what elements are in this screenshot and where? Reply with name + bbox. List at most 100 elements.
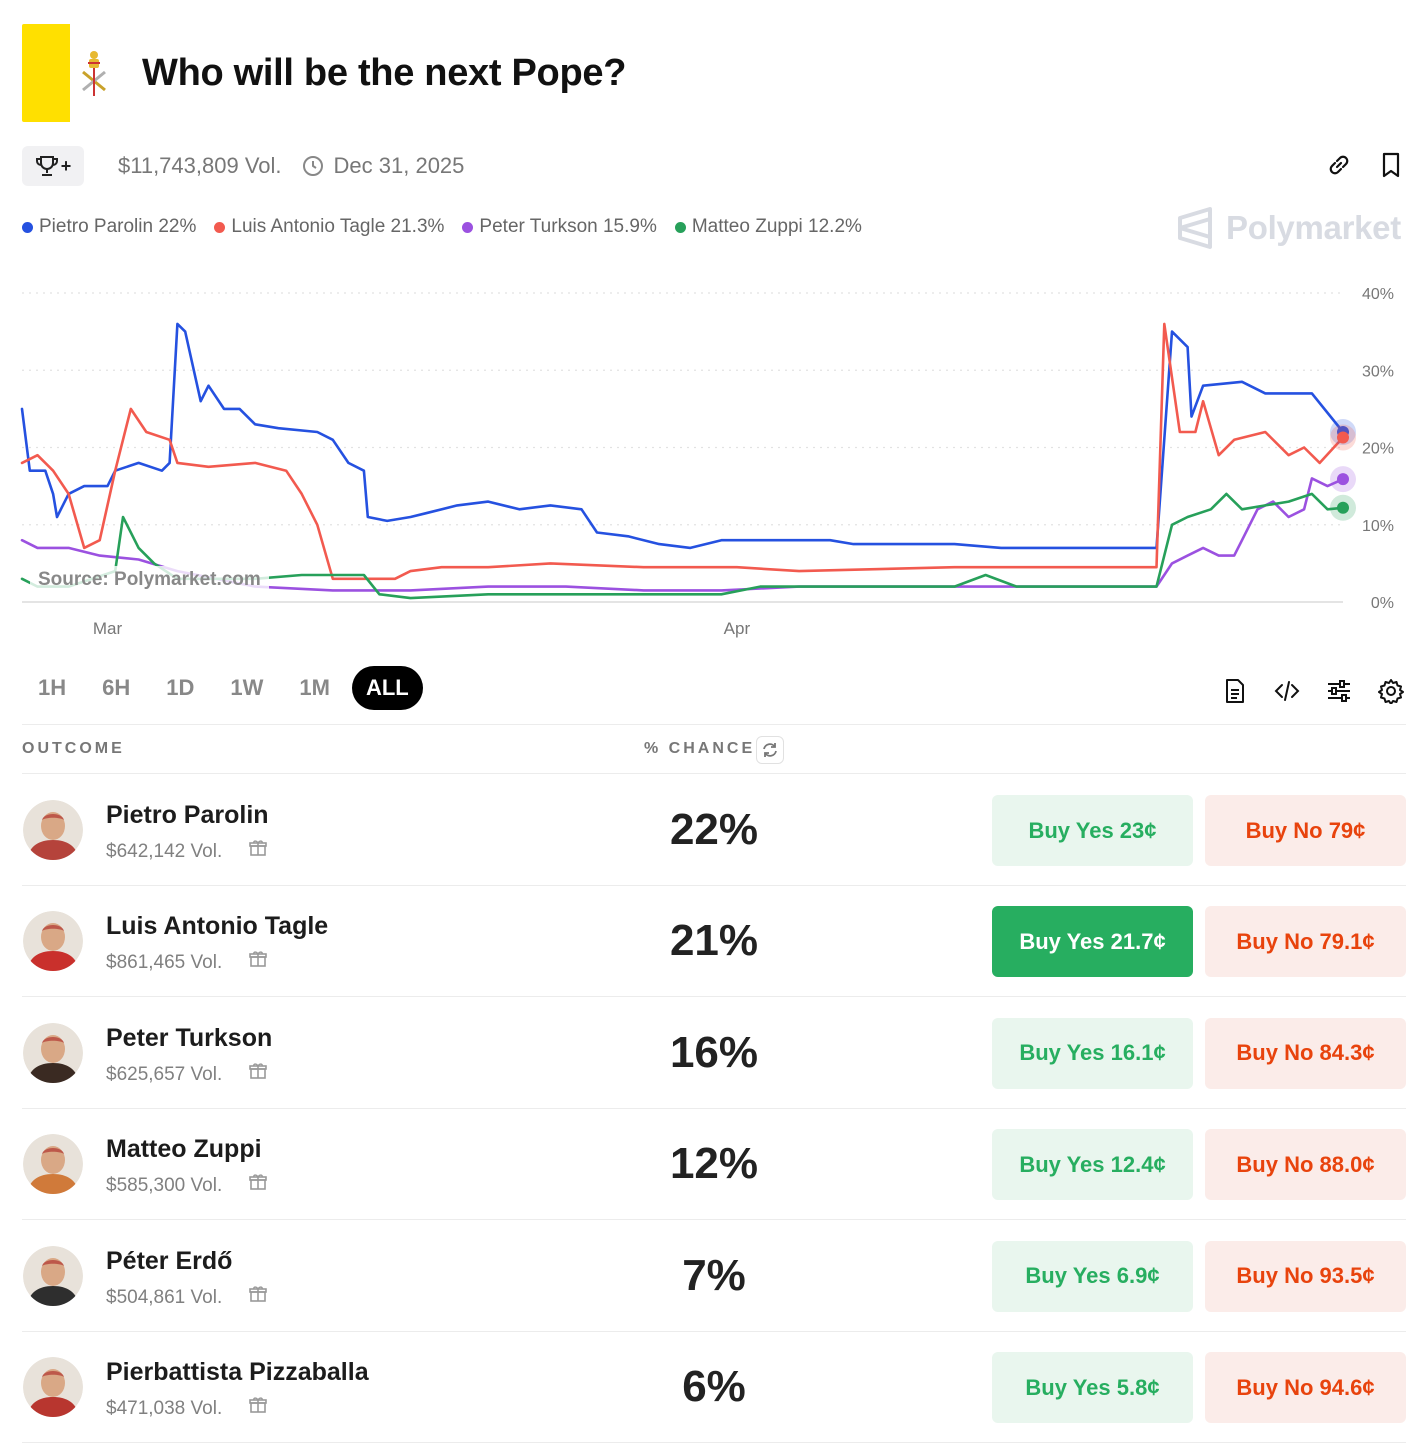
- rules-button[interactable]: [1220, 674, 1250, 708]
- outcome-volume: $471,038 Vol.: [106, 1398, 223, 1419]
- legend-dot: [214, 221, 226, 233]
- sliders-icon: [1328, 680, 1350, 702]
- time-range-6h[interactable]: 6H: [102, 675, 131, 700]
- outcome-row[interactable]: Matteo Zuppi $585,300 Vol. 12% Buy Yes 12.4…: [22, 1109, 1406, 1221]
- outcome-name[interactable]: Péter Erdő: [106, 1246, 233, 1275]
- avatar: [23, 1022, 83, 1083]
- settings-button[interactable]: [1376, 674, 1406, 708]
- outcome-name[interactable]: Pierbattista Pizzaballa: [106, 1358, 369, 1386]
- outcome-chance: 12%: [669, 1139, 759, 1189]
- buy-yes-button[interactable]: Buy Yes 5.8¢: [992, 1352, 1193, 1423]
- buy-no-button[interactable]: Buy No 88.0¢: [1205, 1129, 1406, 1201]
- y-tick-label: 30%: [1362, 363, 1394, 380]
- buy-yes-button[interactable]: Buy Yes 23¢: [992, 795, 1193, 866]
- y-tick-label: 0%: [1371, 595, 1394, 612]
- outcome-chance: 21%: [669, 916, 759, 966]
- avatar: [23, 800, 83, 860]
- legend-dot: [22, 221, 33, 233]
- outcome-name[interactable]: Matteo Zuppi: [106, 1135, 262, 1164]
- outcome-name[interactable]: Luis Antonio Tagle: [106, 912, 329, 941]
- link-icon: [1329, 155, 1349, 175]
- clock-icon: [302, 155, 324, 177]
- chance-column-header: % CHANCE: [644, 740, 756, 757]
- gear-icon: [1378, 679, 1404, 704]
- x-tick-label: Apr: [724, 619, 751, 638]
- buy-no-button[interactable]: Buy No 94.6¢: [1205, 1352, 1406, 1423]
- chart-tools: [1220, 674, 1406, 708]
- buy-no-button[interactable]: Buy No 84.3¢: [1205, 1017, 1406, 1089]
- outcome-column-header: OUTCOME: [22, 740, 125, 757]
- time-range-1w[interactable]: 1W: [230, 675, 264, 700]
- buy-yes-button[interactable]: Buy Yes 6.9¢: [992, 1240, 1193, 1312]
- outcome-volume: $625,657 Vol.: [106, 1063, 223, 1085]
- outcome-chance: 22%: [669, 805, 759, 854]
- outcome-row[interactable]: Péter Erdő $504,861 Vol. 7% Buy Yes 6.9¢ Buy…: [22, 1221, 1406, 1332]
- avatar: [23, 1245, 83, 1306]
- gift-icon[interactable]: [248, 1061, 268, 1086]
- x-tick-label: Mar: [93, 619, 123, 638]
- legend-label: Matteo Zuppi 12.2%: [691, 216, 862, 237]
- buy-no-button[interactable]: Buy No 79.1¢: [1205, 906, 1406, 978]
- y-tick-label: 40%: [1362, 286, 1394, 303]
- avatar: [23, 1357, 83, 1417]
- code-icon: [1274, 681, 1300, 701]
- outcome-volume: $642,142 Vol.: [106, 841, 223, 862]
- vatican-flag-image: [22, 24, 118, 122]
- series-line: [20, 492, 1345, 600]
- outcome-name[interactable]: Pietro Parolin: [106, 801, 269, 829]
- outcome-chance: 7%: [682, 1250, 746, 1300]
- outcome-chance: 16%: [669, 1027, 759, 1077]
- bookmark-icon: [1382, 152, 1400, 178]
- copy-link-button[interactable]: [1324, 148, 1354, 182]
- series-endpoint: [1337, 501, 1349, 514]
- series-line: [20, 322, 1345, 550]
- legend-item-tagle: Luis Antonio Tagle 21.3%: [214, 216, 444, 238]
- polymarket-logo-icon: [1178, 207, 1212, 249]
- y-tick-label: 10%: [1362, 518, 1394, 535]
- chart-filters-button[interactable]: [1324, 674, 1354, 708]
- buy-no-button[interactable]: Buy No 79¢: [1205, 795, 1406, 866]
- gift-icon[interactable]: [248, 1172, 268, 1197]
- buy-yes-button[interactable]: Buy Yes 21.7¢: [992, 906, 1193, 978]
- refresh-button[interactable]: [756, 736, 784, 764]
- time-range-1d[interactable]: 1D: [166, 675, 195, 700]
- outcome-chance: 6%: [682, 1362, 746, 1411]
- legend-item-turkson: Peter Turkson 15.9%: [462, 216, 657, 238]
- outcome-volume: $504,861 Vol.: [106, 1286, 223, 1308]
- watermark-text: Polymarket: [1226, 209, 1401, 246]
- outcome-row[interactable]: Peter Turkson $625,657 Vol. 16% Buy Yes 16.…: [22, 998, 1406, 1109]
- refresh-icon: [763, 743, 777, 757]
- gift-icon[interactable]: [248, 1395, 268, 1420]
- market-title: Who will be the next Pope?: [142, 51, 627, 94]
- time-range-1m[interactable]: 1M: [299, 675, 330, 700]
- papal-keys-icon: [82, 51, 106, 96]
- series-endpoint: [1337, 473, 1349, 486]
- series-line: [20, 322, 1345, 581]
- embed-button[interactable]: [1272, 674, 1302, 708]
- legend-item-zuppi: Matteo Zuppi 12.2%: [674, 216, 862, 238]
- outcome-row[interactable]: Pietro Parolin $642,142 Vol. 22% Buy Yes 23…: [22, 775, 1406, 886]
- outcome-row[interactable]: Pierbattista Pizzaballa $471,038 Vol. 6% Bu…: [22, 1332, 1406, 1443]
- time-range-selector: 1H 6H 1D 1W 1M ALL: [24, 666, 423, 710]
- outcome-name[interactable]: Peter Turkson: [106, 1023, 273, 1052]
- market-meta: + $11,743,809 Vol. Dec 31, 2025: [22, 146, 464, 186]
- bookmark-button[interactable]: [1376, 148, 1406, 182]
- legend-dot: [462, 221, 474, 233]
- add-to-leaderboard-button[interactable]: +: [22, 146, 84, 186]
- gift-icon[interactable]: [248, 838, 268, 863]
- outcome-row[interactable]: Luis Antonio Tagle $861,465 Vol. 21% Buy Ye…: [22, 886, 1406, 998]
- avatar: [23, 1134, 83, 1195]
- price-history-chart[interactable]: 0% 10% 20% 30% 40% Mar Apr: [0, 270, 1426, 640]
- buy-yes-button[interactable]: Buy Yes 12.4¢: [992, 1129, 1193, 1201]
- market-volume: $11,743,809 Vol.: [118, 153, 282, 178]
- outcome-volume: $585,300 Vol.: [106, 1175, 223, 1197]
- legend-item-parolin: Pietro Parolin 22%: [22, 216, 196, 238]
- buy-yes-button[interactable]: Buy Yes 16.1¢: [992, 1017, 1193, 1089]
- gift-icon[interactable]: [248, 1284, 268, 1309]
- plus-icon: +: [60, 155, 72, 176]
- legend-label: Peter Turkson 15.9%: [479, 216, 657, 237]
- buy-no-button[interactable]: Buy No 93.5¢: [1205, 1240, 1406, 1312]
- gift-icon[interactable]: [248, 949, 268, 974]
- time-range-all[interactable]: ALL: [351, 666, 423, 710]
- time-range-1h[interactable]: 1H: [38, 675, 67, 700]
